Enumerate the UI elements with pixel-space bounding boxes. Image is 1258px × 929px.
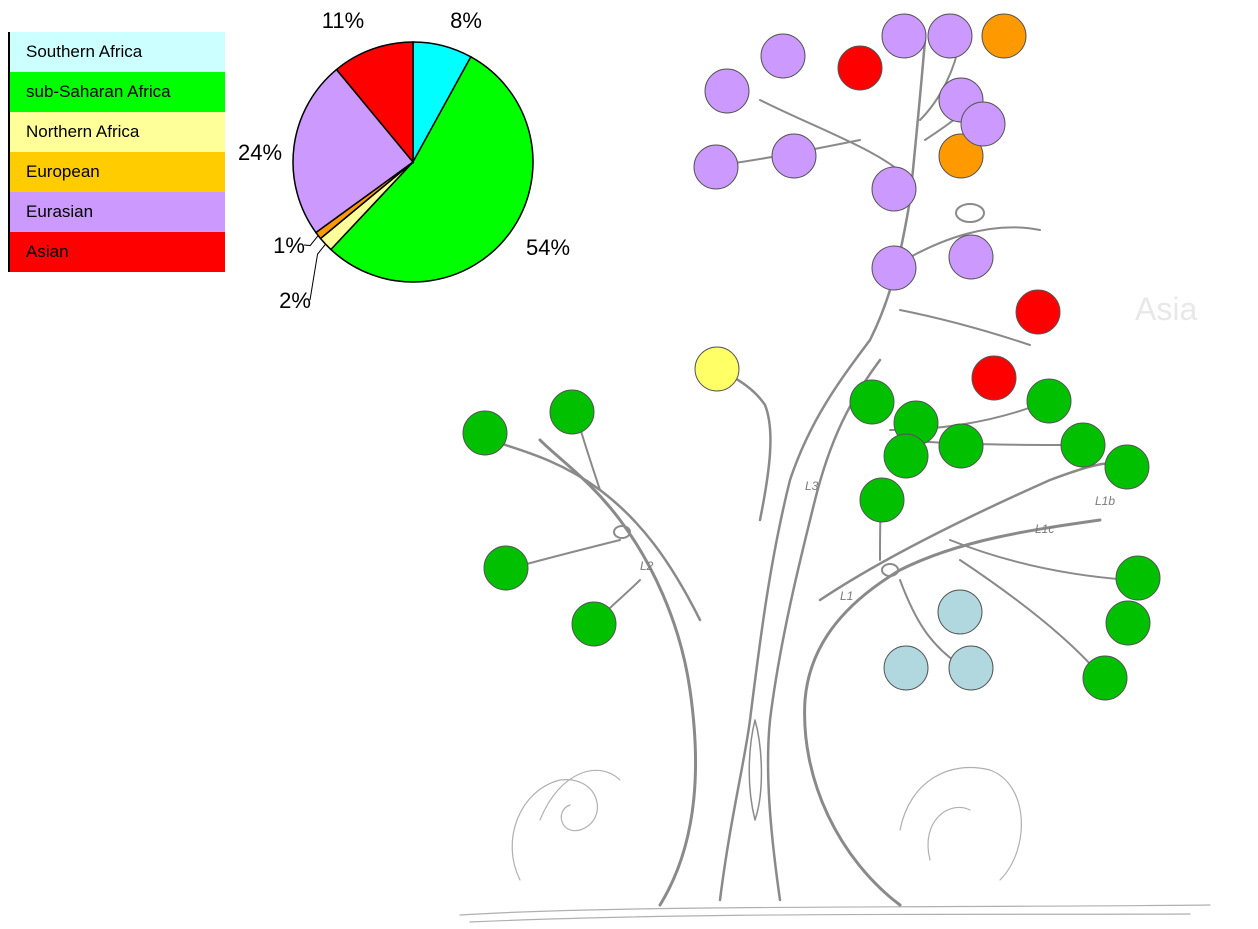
pie-label-eurasian: 24% <box>238 140 282 165</box>
leaf-dot-sub-saharan-9 <box>859 477 905 523</box>
leaf-dot-eurasian-1 <box>760 33 806 79</box>
legend-item-eurasian: Eurasian <box>10 192 225 232</box>
legend-item-asian: Asian <box>10 232 225 272</box>
leaf-dot-sub-saharan-15 <box>1082 655 1128 701</box>
leaf-dot-sub-saharan-10 <box>1026 378 1072 424</box>
pie-label-asian: 11% <box>322 8 364 33</box>
leaf-dot-eurasian-4 <box>771 133 817 179</box>
leaf-dot-eurasian-9 <box>871 166 917 212</box>
tree-leaf-dots <box>462 13 1161 701</box>
leaf-dot-sub-saharan-14 <box>1105 600 1151 646</box>
leaf-dot-eurasian-3 <box>693 144 739 190</box>
pie-label-european: 1% <box>273 233 305 258</box>
legend: Southern Africa sub-Saharan Africa Norther… <box>8 32 225 272</box>
leaf-dot-southern-africa-2 <box>883 645 929 691</box>
pie-slice-eurasian <box>292 68 415 234</box>
pie-slice-sub-saharan-africa <box>329 55 534 283</box>
leaf-dot-sub-saharan-13 <box>1115 555 1161 601</box>
legend-item-southern-africa: Southern Africa <box>10 32 225 72</box>
leaf-dot-sub-saharan-3 <box>483 545 529 591</box>
leaf-dot-eurasian-6 <box>927 13 973 59</box>
leaf-dot-eurasian-2 <box>704 68 750 114</box>
leaf-dot-northern-africa-1 <box>694 346 740 392</box>
pie-slice-asian <box>335 41 414 165</box>
pie-label-sub-saharan-africa: 54% <box>526 235 570 260</box>
leaf-dot-sub-saharan-1 <box>462 410 508 456</box>
tree-label-l2: L2 <box>640 559 654 573</box>
leaf-dot-eurasian-8 <box>960 101 1006 147</box>
pie-label-southern-africa: 8% <box>450 8 482 33</box>
pie-leader-european <box>303 235 319 247</box>
leaf-dot-eurasian-11 <box>871 245 917 291</box>
leaf-dot-sub-saharan-5 <box>849 379 895 425</box>
tree-label-l1c: L1c <box>1035 522 1054 536</box>
haplogroup-tree-drawing: L2 L3 L1 L1b L1c Asia <box>459 38 1211 923</box>
leaf-dot-sub-saharan-4 <box>571 601 617 647</box>
leaf-dot-sub-saharan-8 <box>883 433 929 479</box>
leaf-dot-sub-saharan-2 <box>549 389 595 435</box>
leaf-dot-asian-3 <box>971 355 1017 401</box>
leaf-dot-sub-saharan-11 <box>1060 422 1106 468</box>
tree-faded-region-label: Asia <box>1135 291 1197 327</box>
leaf-dot-southern-africa-1 <box>937 589 983 635</box>
leaf-dot-asian-1 <box>837 45 883 91</box>
legend-item-sub-saharan-africa: sub-Saharan Africa <box>10 72 225 112</box>
pie-leader-northern-africa <box>309 243 326 301</box>
legend-item-northern-africa: Northern Africa <box>10 112 225 152</box>
pie-labels: 8% 54% 2% 1% 24% 11% <box>238 8 570 313</box>
leaf-dot-eurasian-10 <box>948 234 994 280</box>
tree-label-l1: L1 <box>840 589 853 603</box>
tree-label-l3: L3 <box>805 479 819 493</box>
leaf-dot-eurasian-5 <box>881 13 927 59</box>
leaf-dot-sub-saharan-12 <box>1104 444 1150 490</box>
leaf-dot-sub-saharan-7 <box>938 423 984 469</box>
tree-label-l1b: L1b <box>1095 494 1115 508</box>
leaf-dot-asian-2 <box>1015 289 1061 335</box>
leaf-dot-european-2 <box>938 133 984 179</box>
legend-item-european: European <box>10 152 225 192</box>
leaf-dot-southern-africa-3 <box>948 645 994 691</box>
pie-label-northern-africa: 2% <box>279 288 311 313</box>
leaf-dot-european-1 <box>981 13 1027 59</box>
pie-chart <box>292 41 534 283</box>
